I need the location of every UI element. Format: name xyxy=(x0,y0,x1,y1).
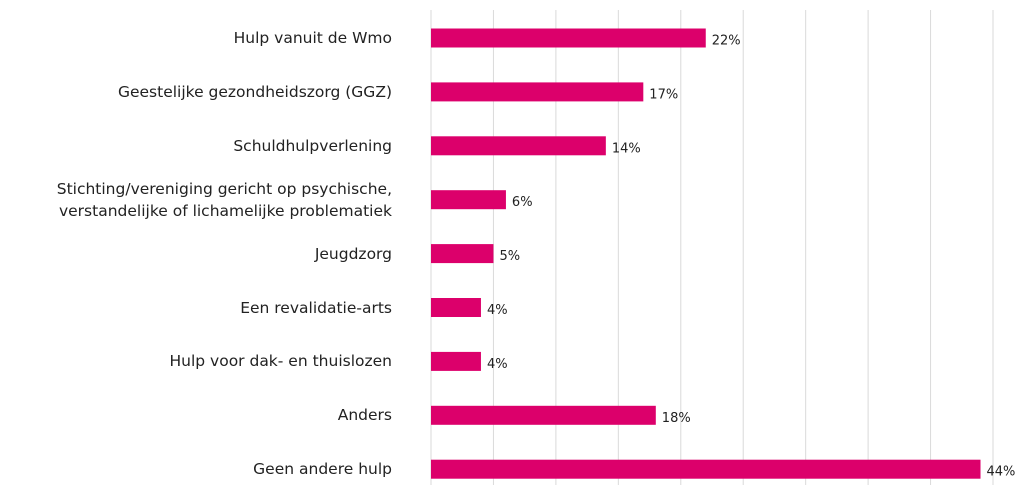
value-label: 22% xyxy=(712,34,741,49)
bar xyxy=(431,298,481,317)
bar xyxy=(431,459,981,479)
category-label: Geen andere hulp xyxy=(253,460,392,479)
bar xyxy=(431,82,644,102)
category-label: Schuldhulpverlening xyxy=(233,136,392,155)
category-label: Jeugdzorg xyxy=(314,244,392,263)
bar xyxy=(431,136,606,156)
value-label: 5% xyxy=(499,249,520,264)
category-label: Anders xyxy=(337,406,392,425)
value-label: 17% xyxy=(649,87,678,102)
bar xyxy=(431,28,706,48)
bar xyxy=(431,405,656,425)
value-label: 6% xyxy=(512,195,533,210)
value-label: 18% xyxy=(662,411,691,426)
category-label: Een revalidatie-arts xyxy=(240,298,392,317)
value-label: 44% xyxy=(987,465,1016,480)
category-label: Hulp vanuit de Wmo xyxy=(233,29,392,47)
bar xyxy=(431,244,494,264)
bar xyxy=(431,351,481,371)
category-label: Geestelijke gezondheidszorg (GGZ) xyxy=(117,82,392,101)
value-label: 14% xyxy=(612,141,641,156)
category-label: Stichting/vereniging gericht op psychisc… xyxy=(56,179,392,220)
value-label: 4% xyxy=(487,357,508,372)
value-label: 4% xyxy=(487,303,508,318)
bar xyxy=(431,190,506,210)
category-label: Hulp voor dak- en thuislozen xyxy=(169,352,392,371)
